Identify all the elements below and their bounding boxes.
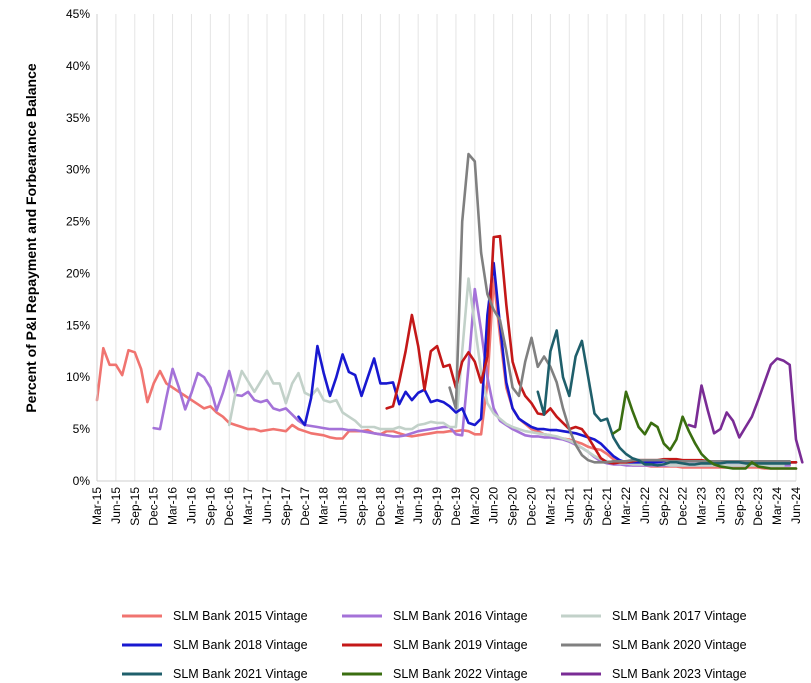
x-tick-label: Mar-16 xyxy=(166,487,180,525)
x-tick-label: Jun-24 xyxy=(789,487,803,524)
y-tick-label: 40% xyxy=(66,59,90,73)
x-tick-label: Mar-22 xyxy=(619,487,633,525)
legend-label: SLM Bank 2023 Vintage xyxy=(612,667,747,681)
legend-item: SLM Bank 2020 Vintage xyxy=(561,638,747,652)
legend-item: SLM Bank 2015 Vintage xyxy=(122,609,308,623)
legend-label: SLM Bank 2022 Vintage xyxy=(393,667,528,681)
x-tick-label: Mar-18 xyxy=(317,487,331,525)
x-tick-label: Mar-20 xyxy=(468,487,482,525)
x-tick-label: Dec-18 xyxy=(373,487,387,526)
series-line xyxy=(385,234,798,465)
y-tick-label: 0% xyxy=(73,474,91,488)
x-axis-ticks: Mar-15 Jun-15 Sep-15 Dec-15 Mar-16 Jun-16 Sep-… xyxy=(90,487,803,526)
legend-item: SLM Bank 2017 Vintage xyxy=(561,609,747,623)
x-tick-label: Sep-23 xyxy=(732,487,746,526)
x-tick-label: Sep-15 xyxy=(128,487,142,526)
legend-label: SLM Bank 2018 Vintage xyxy=(173,638,308,652)
x-tick-label: Jun-23 xyxy=(713,487,727,524)
x-tick-label: Jun-16 xyxy=(184,487,198,524)
x-tick-label: Sep-22 xyxy=(657,487,671,526)
x-tick-label: Jun-22 xyxy=(638,487,652,524)
y-tick-label: 5% xyxy=(73,422,91,436)
x-tick-label: Jun-15 xyxy=(109,487,123,524)
y-tick-label: 45% xyxy=(66,7,90,21)
x-tick-label: Mar-15 xyxy=(90,487,104,525)
y-tick-label: 20% xyxy=(66,266,90,280)
legend-item: SLM Bank 2018 Vintage xyxy=(122,638,308,652)
x-tick-label: Mar-23 xyxy=(695,487,709,525)
x-tick-label: Sep-19 xyxy=(430,487,444,526)
x-tick-label: Jun-20 xyxy=(487,487,501,524)
series-line xyxy=(152,287,792,467)
legend-item: SLM Bank 2022 Vintage xyxy=(342,667,528,681)
x-tick-label: Mar-19 xyxy=(392,487,406,525)
legend-item: SLM Bank 2019 Vintage xyxy=(342,638,528,652)
x-tick-label: Sep-17 xyxy=(279,487,293,526)
x-tick-label: Dec-21 xyxy=(600,487,614,526)
legend-item: SLM Bank 2016 Vintage xyxy=(342,609,528,623)
y-axis-ticks: 0% 5% 10% 15% 20% 25% 30% 35% 40% 45% xyxy=(66,7,90,488)
x-tick-label: Sep-21 xyxy=(581,487,595,526)
x-tick-label: Mar-24 xyxy=(770,487,784,525)
y-axis-label: Percent of P&I Repayment and Forbearance… xyxy=(23,63,39,413)
x-tick-label: Dec-22 xyxy=(676,487,690,526)
legend-label: SLM Bank 2017 Vintage xyxy=(612,609,747,623)
series-line xyxy=(536,329,792,467)
x-tick-label: Dec-16 xyxy=(222,487,236,526)
axes xyxy=(96,14,796,482)
legend: SLM Bank 2015 Vintage SLM Bank 2016 Vinta… xyxy=(122,609,747,681)
x-tick-label: Sep-16 xyxy=(203,487,217,526)
x-tick-label: Sep-20 xyxy=(506,487,520,526)
x-tick-label: Dec-23 xyxy=(751,487,765,526)
legend-item: SLM Bank 2021 Vintage xyxy=(122,667,308,681)
series-lines xyxy=(95,152,804,470)
x-tick-label: Mar-17 xyxy=(241,487,255,525)
legend-label: SLM Bank 2019 Vintage xyxy=(393,638,528,652)
series-line xyxy=(448,152,792,464)
series-line xyxy=(612,390,798,470)
y-tick-label: 35% xyxy=(66,111,90,125)
x-tick-label: Sep-18 xyxy=(354,487,368,526)
x-tick-label: Dec-20 xyxy=(525,487,539,526)
legend-label: SLM Bank 2021 Vintage xyxy=(173,667,308,681)
x-tick-label: Dec-15 xyxy=(147,487,161,526)
x-tick-label: Jun-19 xyxy=(411,487,425,524)
x-tick-label: Mar-21 xyxy=(543,487,557,525)
x-tick-label: Jun-21 xyxy=(562,487,576,524)
y-tick-label: 25% xyxy=(66,215,90,229)
legend-label: SLM Bank 2016 Vintage xyxy=(393,609,528,623)
legend-label: SLM Bank 2015 Vintage xyxy=(173,609,308,623)
y-tick-label: 15% xyxy=(66,318,90,332)
x-tick-label: Jun-18 xyxy=(336,487,350,524)
series-line xyxy=(95,277,798,470)
y-tick-label: 30% xyxy=(66,163,90,177)
series-line xyxy=(687,357,804,464)
legend-item: SLM Bank 2023 Vintage xyxy=(561,667,747,681)
y-tick-label: 10% xyxy=(66,370,90,384)
legend-label: SLM Bank 2020 Vintage xyxy=(612,638,747,652)
x-tick-label: Dec-17 xyxy=(298,487,312,526)
x-tick-label: Jun-17 xyxy=(260,487,274,524)
x-tick-label: Dec-19 xyxy=(449,487,463,526)
grid-lines xyxy=(96,14,797,481)
